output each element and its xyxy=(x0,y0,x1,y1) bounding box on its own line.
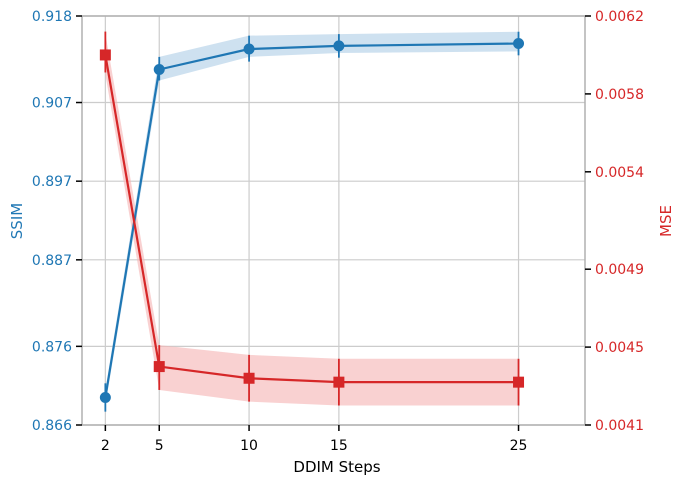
mse-series-line xyxy=(104,54,519,384)
right-y-tick-label: 0.0049 xyxy=(595,262,644,278)
left-y-tick-label: 0.866 xyxy=(32,418,72,434)
mse-data-point xyxy=(513,376,525,388)
ssim-data-point xyxy=(99,391,111,403)
x-axis-label: DDIM Steps xyxy=(293,458,380,476)
ssim-series-line xyxy=(104,42,519,398)
right-y-tick-label: 0.0062 xyxy=(595,9,644,25)
mse-data-point xyxy=(243,372,255,384)
confidence-bands xyxy=(105,31,519,406)
series-lines xyxy=(104,42,519,398)
right-y-axis-label: MSE xyxy=(657,205,675,237)
ticks: 0.866 0.876 0.887 0.897 0.907 0.918 0.0041 0.00… xyxy=(32,9,644,454)
left-y-tick-label: 0.918 xyxy=(32,9,72,25)
right-y-tick-label: 0.0058 xyxy=(595,87,644,103)
mse-data-point xyxy=(99,49,111,61)
x-tick-label: 15 xyxy=(330,438,348,454)
mse-confidence-band xyxy=(105,33,519,406)
x-tick-label: 2 xyxy=(101,438,110,454)
left-y-tick-label: 0.887 xyxy=(32,253,72,269)
right-y-tick-label: 0.0054 xyxy=(595,165,644,181)
right-y-tick-label: 0.0045 xyxy=(595,340,644,356)
x-tick-label: 25 xyxy=(510,438,528,454)
right-y-tick-label: 0.0041 xyxy=(595,418,644,434)
ssim-data-point xyxy=(513,38,525,50)
mse-data-point xyxy=(153,361,165,373)
data-markers xyxy=(99,38,525,403)
left-y-tick-label: 0.876 xyxy=(32,339,72,355)
left-y-tick-label: 0.907 xyxy=(32,96,72,112)
left-y-tick-label: 0.897 xyxy=(32,174,72,190)
x-tick-label: 10 xyxy=(240,438,258,454)
mse-data-point xyxy=(333,376,345,388)
ssim-data-point xyxy=(243,43,255,55)
axes xyxy=(81,15,586,426)
left-y-axis-label: SSIM xyxy=(8,203,26,239)
ssim-data-point xyxy=(333,40,345,52)
x-tick-label: 5 xyxy=(155,438,164,454)
ssim-data-point xyxy=(153,63,165,75)
